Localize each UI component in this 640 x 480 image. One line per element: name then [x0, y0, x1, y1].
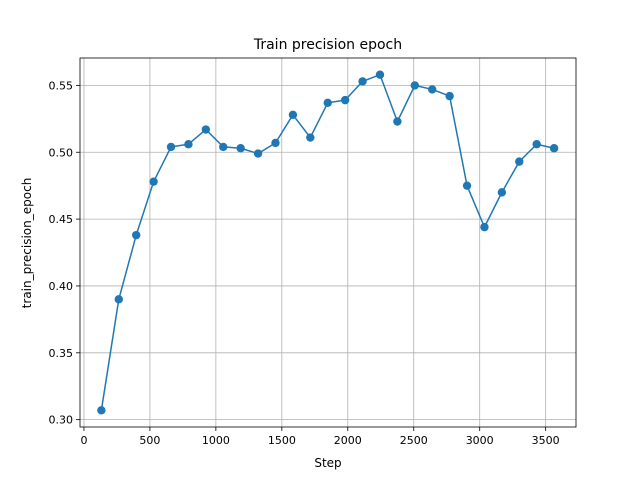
x-tick-label: 1500	[268, 434, 296, 447]
x-tick-label: 3000	[466, 434, 494, 447]
series-line	[100, 73, 555, 411]
data-point	[393, 117, 402, 126]
data-point	[480, 222, 489, 232]
data-point	[184, 140, 193, 149]
y-tick-label: 0.35	[49, 347, 74, 360]
data-point	[253, 149, 263, 158]
y-tick-label: 0.40	[49, 280, 74, 293]
data-point	[323, 98, 332, 107]
data-point	[114, 295, 123, 304]
plot-area	[97, 70, 559, 415]
x-tick-label: 500	[139, 434, 160, 447]
x-tick-label: 2000	[334, 434, 362, 447]
data-point	[549, 144, 559, 153]
data-point	[236, 144, 245, 153]
data-point	[445, 91, 454, 101]
data-point	[219, 142, 228, 152]
x-tick-label: 0	[80, 434, 87, 447]
chart-title: Train precision epoch	[253, 37, 402, 53]
axes-frame	[79, 57, 577, 428]
data-point	[166, 142, 176, 152]
data-point	[497, 188, 507, 197]
data-point	[131, 230, 141, 240]
data-point	[532, 140, 541, 149]
data-point	[201, 125, 211, 134]
x-tick-label: 1000	[202, 434, 230, 447]
y-axis-label: train_precision_epoch	[20, 178, 34, 309]
data-point	[149, 177, 158, 186]
y-tick-label: 0.50	[49, 146, 74, 159]
y-tick-label: 0.45	[49, 213, 74, 226]
y-tick-label: 0.55	[49, 79, 74, 92]
y-axis: 0.30 0.35 0.40 0.45 0.50 0.55	[49, 79, 80, 427]
y-tick-label: 0.30	[49, 414, 74, 427]
data-point	[271, 138, 280, 148]
data-point	[515, 157, 524, 166]
data-point	[358, 77, 367, 86]
data-point	[410, 81, 419, 90]
data-point	[306, 133, 315, 142]
x-tick-label: 2500	[400, 434, 428, 447]
data-point	[340, 95, 350, 105]
x-axis: 0 500 1000 1500 2000 2500 3000 3500	[80, 427, 560, 447]
grid	[80, 58, 576, 427]
data-point	[462, 181, 472, 190]
data-point	[97, 406, 106, 415]
data-point	[428, 85, 437, 94]
data-point	[375, 70, 385, 79]
x-tick-label: 3500	[532, 434, 560, 447]
data-point	[288, 110, 298, 120]
x-axis-label: Step	[314, 456, 341, 470]
